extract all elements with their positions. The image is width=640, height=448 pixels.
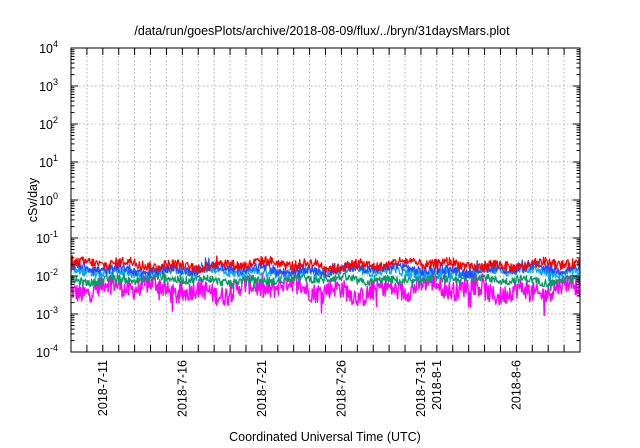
y-tick-label: 10-2 xyxy=(36,267,58,284)
x-tick-labels: 2018-7-11 2018-7-16 2018-7-21 2018-7-26 2018… xyxy=(96,360,524,417)
y-tick-labels: 10-4 10-3 10-2 10-1 100 101 102 103 104 xyxy=(36,39,58,360)
y-tick-label: 102 xyxy=(39,115,58,132)
data-series xyxy=(70,255,581,317)
grid xyxy=(71,47,580,353)
x-tick-label: 2018-7-16 xyxy=(175,360,189,417)
y-tick-label: 10-1 xyxy=(36,229,58,246)
y-tick-label: 103 xyxy=(39,77,58,94)
x-tick-label: 2018-7-26 xyxy=(334,360,348,417)
x-tick-label: 2018-7-11 xyxy=(96,360,110,416)
y-tick-label: 104 xyxy=(39,39,58,56)
y-tick-label: 10-4 xyxy=(36,343,58,360)
y-axis-label: cSv/day xyxy=(26,177,40,222)
axis-ticks xyxy=(71,47,580,353)
x-tick-label: 2018-7-31 xyxy=(414,360,428,417)
chart-title: /data/run/goesPlots/archive/2018-08-09/f… xyxy=(134,24,510,38)
x-tick-label: 2018-7-21 xyxy=(255,360,269,417)
y-tick-label: 101 xyxy=(39,153,58,170)
series-line xyxy=(70,269,581,292)
x-axis-label: Coordinated Universal Time (UTC) xyxy=(229,430,421,444)
series-line xyxy=(70,255,581,278)
x-tick-label: 2018-8-1 xyxy=(430,360,444,410)
series-line xyxy=(70,273,581,317)
y-tick-label: 10-3 xyxy=(36,305,58,322)
y-tick-label: 100 xyxy=(39,191,58,208)
x-tick-label: 2018-8-6 xyxy=(509,360,523,410)
